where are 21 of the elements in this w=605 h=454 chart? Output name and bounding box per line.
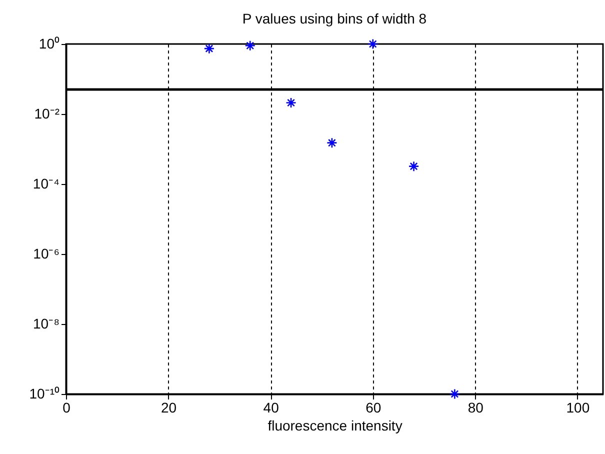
x-tick-label: 60 bbox=[366, 400, 382, 416]
y-tick-label: 10⁻² bbox=[34, 106, 60, 122]
point bbox=[244, 40, 256, 51]
point bbox=[326, 137, 338, 148]
y-tick-label: 10⁻¹⁰ bbox=[29, 386, 60, 402]
x-axis-title: fluorescence intensity bbox=[268, 418, 402, 434]
y-tick-label: 10⁻⁶ bbox=[33, 246, 60, 262]
x-tick-label: 100 bbox=[566, 400, 590, 416]
point bbox=[449, 388, 460, 400]
point bbox=[367, 38, 378, 50]
point bbox=[286, 97, 296, 108]
y-tick-label: 10⁻⁸ bbox=[33, 316, 60, 332]
x-tick-label: 80 bbox=[468, 400, 484, 416]
y-tick-label: 10⁻⁴ bbox=[32, 176, 60, 192]
point bbox=[408, 160, 420, 172]
x-tick-label: 40 bbox=[263, 400, 280, 416]
x-tick-label: 0 bbox=[62, 400, 71, 416]
y-tick-label: 10⁰ bbox=[38, 36, 60, 52]
chart-title: P values using bins of width 8 bbox=[242, 10, 427, 27]
x-tick-label: 20 bbox=[160, 400, 177, 416]
point bbox=[204, 43, 215, 54]
